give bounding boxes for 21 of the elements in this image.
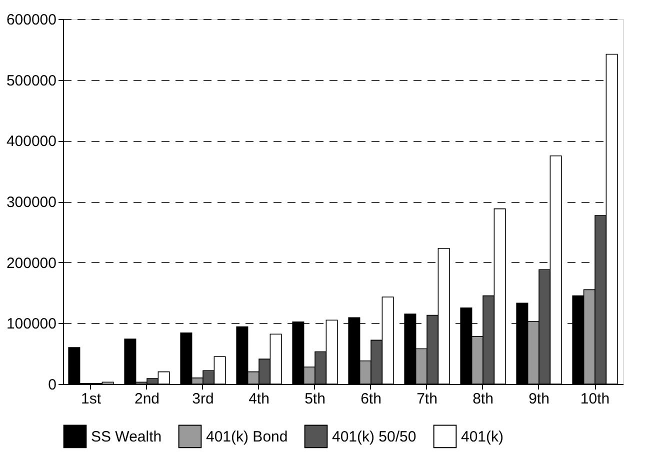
y-tick-label: 0 [48,376,56,394]
x-tick-label: 9th [528,390,550,408]
x-tick-label: 2nd [134,390,160,408]
legend-label: 401(k) 50/50 [332,428,416,446]
legend-label: SS Wealth [91,428,162,446]
x-tick-label: 3rd [192,390,214,408]
y-tick-label: 400000 [6,133,56,150]
legend-label: 401(k) [461,428,504,446]
legend-label: 401(k) Bond [206,428,288,446]
x-tick-label: 5th [304,390,326,408]
y-tick-label: 600000 [6,12,56,28]
x-tick-label: 10th [580,390,610,408]
x-tick-label: 7th [416,390,438,408]
x-tick-label: 1st [80,390,102,408]
x-tick-label: 6th [360,390,382,408]
y-tick-label: 200000 [6,254,56,272]
x-tick-label: 8th [472,390,494,408]
y-tick-label: 100000 [6,316,56,333]
y-tick-label: 500000 [6,72,56,90]
y-tick-label: 300000 [6,194,56,211]
x-tick-label: 4th [248,390,270,408]
